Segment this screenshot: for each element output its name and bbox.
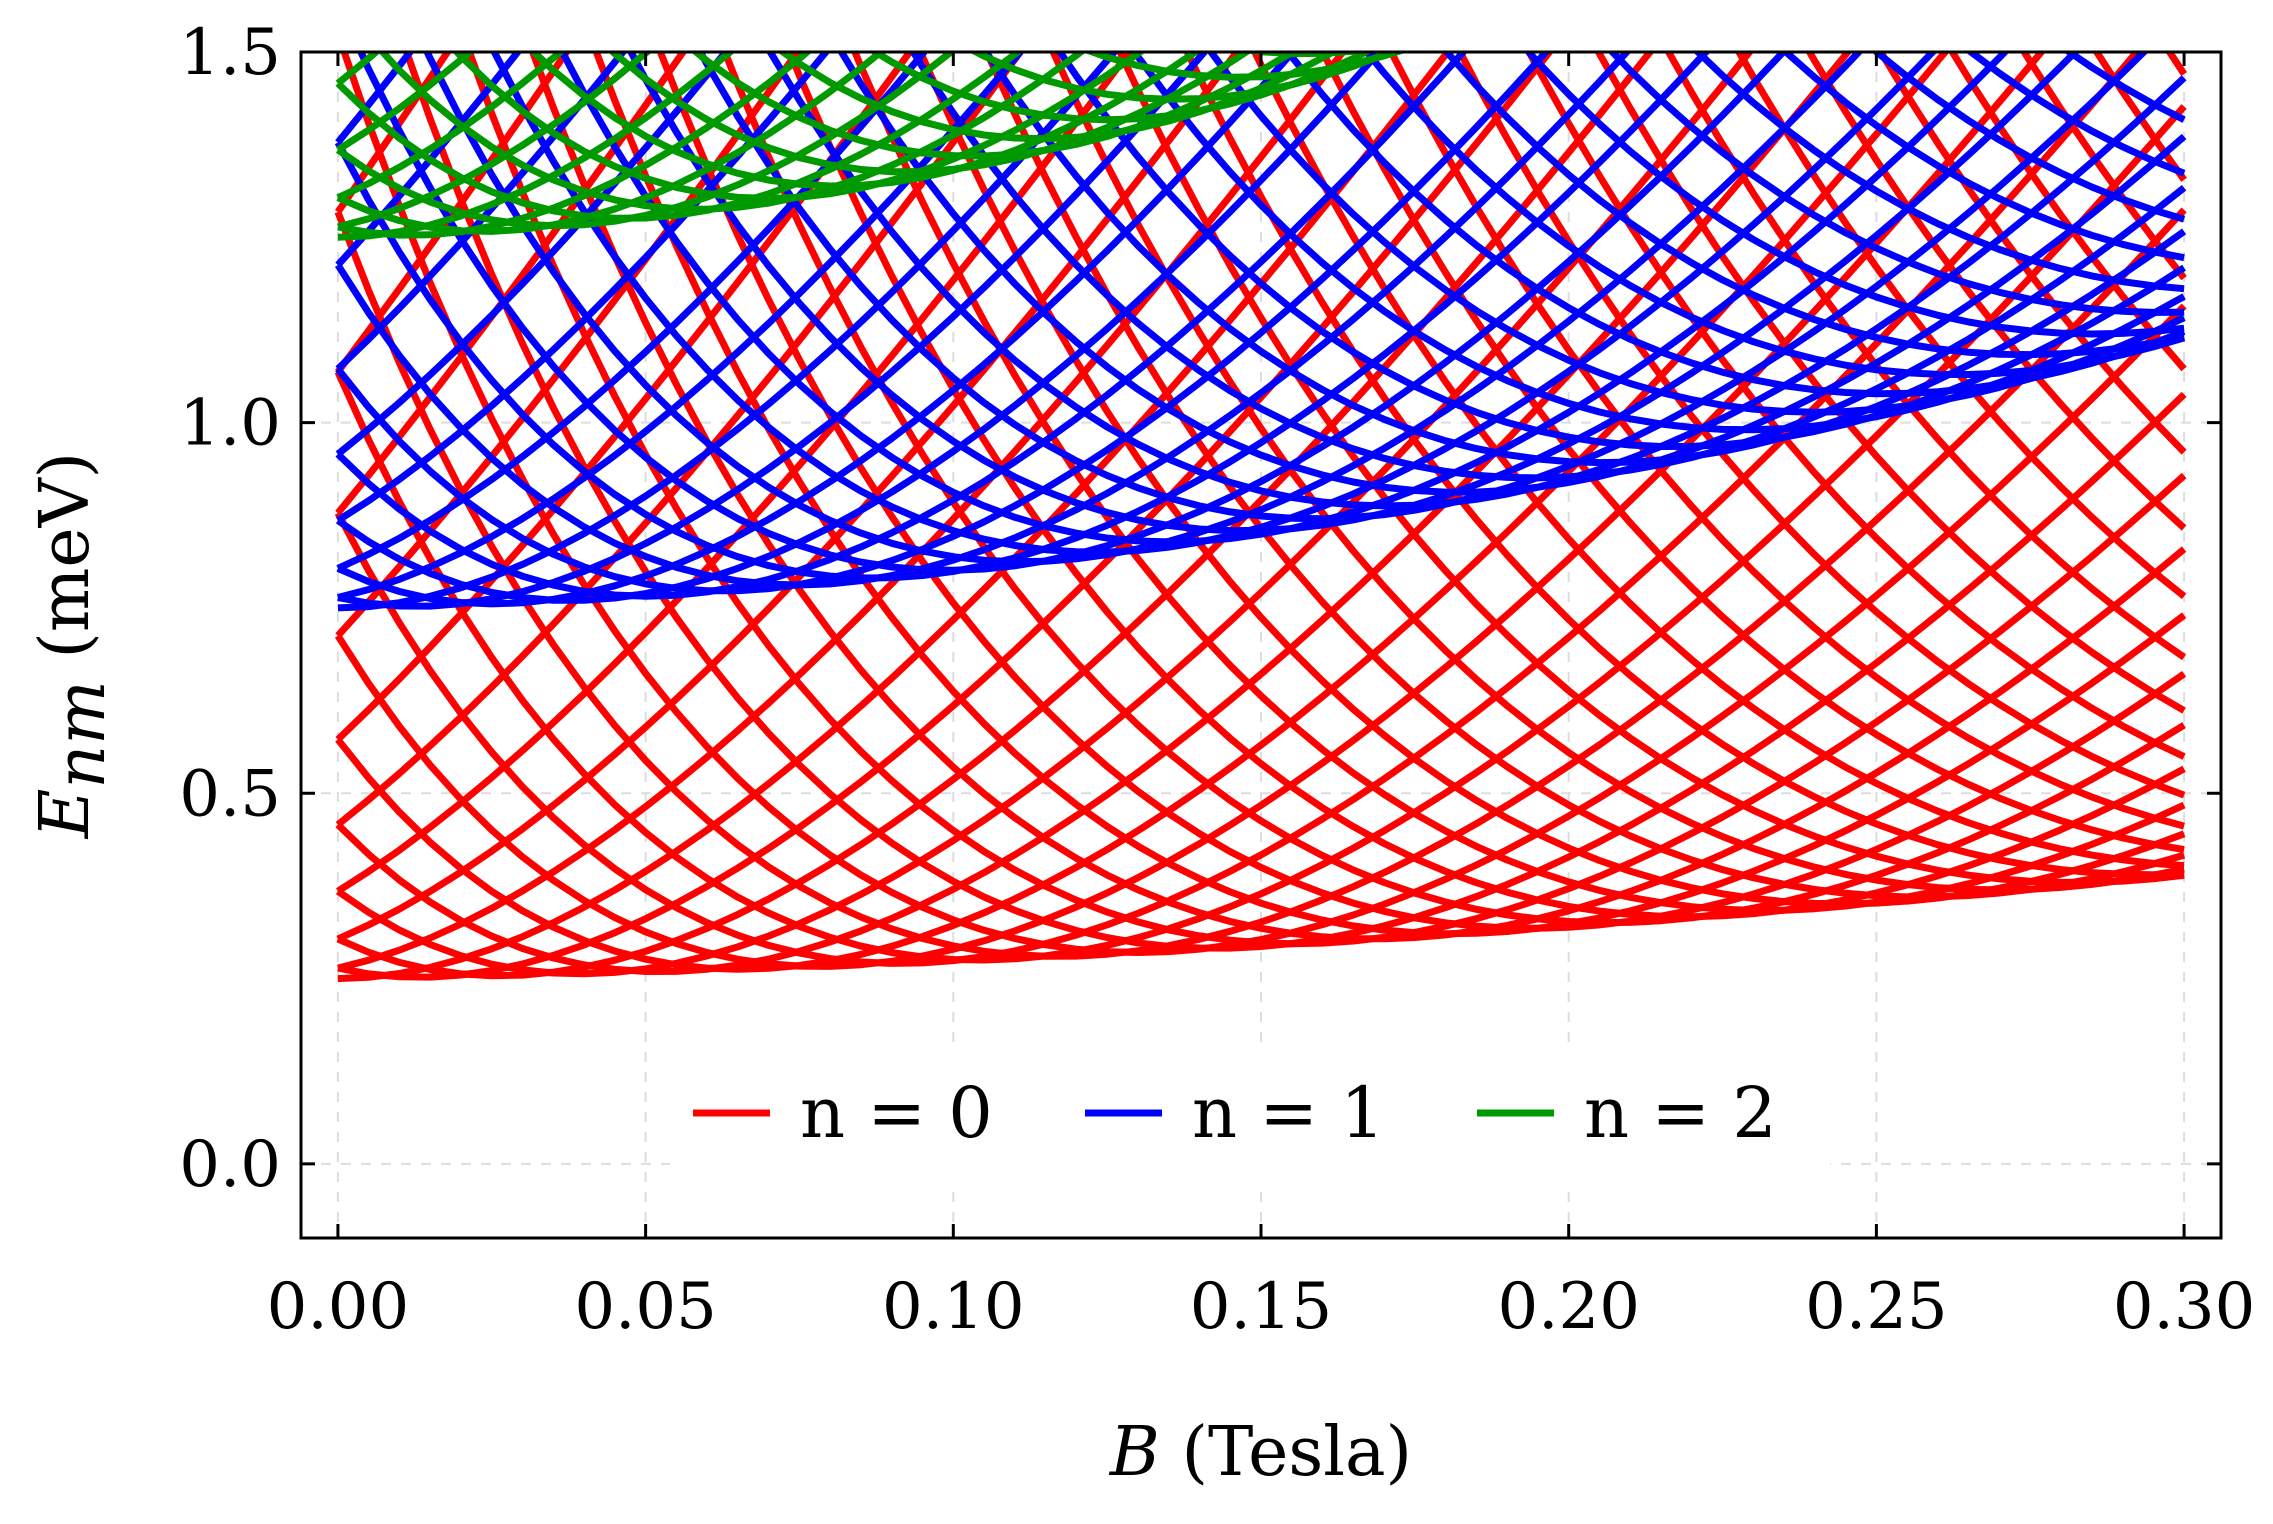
curve-n2-m11 (868, 52, 1374, 124)
x-tick-label: 0.05 (574, 1270, 717, 1344)
curve-n0-m26 (1387, 52, 2186, 830)
curve-n1-m8 (357, 52, 1789, 574)
curve-n1-m-8 (338, 0, 2184, 1)
y-axis-label: Enm (meV) (26, 452, 121, 840)
curve-n1-m24 (1524, 52, 2185, 338)
curve-n1-m13 (696, 52, 2149, 523)
curve-n0-m-1 (337, 52, 1348, 972)
y-axis-unit: (meV) (26, 452, 105, 659)
legend-label-n1: n = 1 (1192, 1072, 1385, 1154)
curve-n1-m25 (1607, 52, 2185, 316)
curve-n0-m19 (916, 52, 2186, 908)
curve-n2-m6 (452, 52, 1146, 202)
curve-n0-m4 (335, 52, 1853, 975)
x-tick-label: 0.00 (267, 1270, 410, 1344)
curve-n1-m6 (334, 52, 1632, 589)
curve-n0-m16 (721, 52, 2186, 927)
x-axis-symbol: B (1108, 1413, 1160, 1492)
curve-n1-m1 (337, 52, 1209, 610)
curve-n0-m6 (334, 52, 2046, 970)
curve-n2-m15 (338, 0, 2184, 29)
x-tick-label: 0.15 (1190, 1270, 1333, 1344)
series-n0 (334, 0, 2188, 983)
series-group (334, 0, 2188, 983)
curve-n1-m19 (1130, 52, 2186, 434)
curve-n0-m5 (335, 52, 1950, 973)
curve-n0-m15 (656, 52, 2187, 932)
curve-n0-m11 (402, 52, 2187, 952)
curve-n0-m28 (1525, 52, 2186, 760)
curve-n2-m9 (690, 52, 1300, 160)
curve-n1-m9 (423, 52, 1864, 566)
curve-n0-m9 (334, 207, 2187, 960)
curve-n0-m27 (1456, 52, 2186, 799)
y-tick-label: 1.0 (179, 387, 281, 461)
x-tick-label: 0.25 (1805, 1270, 1948, 1344)
x-tick-label: 0.10 (882, 1270, 1025, 1344)
y-tick-label: 1.5 (179, 16, 281, 90)
x-axis-label: B (Tesla) (1108, 1413, 1412, 1492)
x-axis-unit: (Tesla) (1182, 1413, 1413, 1492)
axis-ticks: 0.00 0.05 0.10 0.15 0.20 0.25 0.30 0.0 0.5 1.0 1.5 (179, 16, 2255, 1344)
y-tick-label: 0.0 (179, 1128, 281, 1202)
x-tick-label: 0.30 (2113, 1270, 2256, 1344)
curve-n2-m4 (335, 52, 1024, 222)
curve-n2-m0 (337, 52, 736, 241)
series-n2 (335, 0, 2184, 241)
curve-n0-m29 (1594, 52, 2186, 714)
curve-n0-m25 (1318, 52, 2185, 854)
curve-n1-m15 (837, 52, 2187, 496)
curve-n1-m-3 (336, 52, 831, 524)
curve-n2-m5 (377, 52, 1087, 213)
series-n1 (334, 0, 2187, 612)
curve-n1-m7 (334, 52, 1711, 582)
curve-n1-m-1 (337, 52, 1025, 601)
curve-n1-m22 (1362, 52, 2186, 378)
curve-n1-m27 (1780, 52, 2185, 262)
legend-label-n2: n = 2 (1584, 1072, 1777, 1154)
curve-n2-m16 (338, 0, 2184, 2)
curve-n1-m14 (766, 52, 2187, 510)
curve-n1-m26 (1692, 52, 2185, 293)
curve-n1-m4 (335, 52, 1468, 600)
curve-n2-m8 (607, 52, 1253, 176)
curve-n1-m16 (909, 52, 2187, 482)
curve-n1-m-4 (335, 52, 731, 457)
curve-n1-m-2 (336, 52, 929, 572)
curve-n1-m20 (1206, 52, 2186, 416)
legend-label-n0: n = 0 (800, 1072, 993, 1154)
curve-n0-m-4 (335, 52, 1025, 828)
curve-n1-m0 (337, 52, 1119, 612)
curve-n0-m-5 (335, 52, 915, 743)
curve-n0-m32 (1805, 52, 2187, 531)
y-tick-label: 0.5 (179, 757, 281, 831)
curve-n0-m31 (1734, 52, 2187, 600)
curve-n1-m5 (335, 52, 1551, 595)
y-axis-symbol: E (26, 789, 105, 841)
y-axis-subscript: nm (42, 680, 121, 788)
curve-n0-m-7 (335, 52, 688, 516)
curve-n2-m12 (968, 52, 1399, 103)
curve-n0-m13 (528, 52, 2187, 943)
curve-n2-m1 (337, 52, 813, 239)
curve-n0-m-3 (336, 52, 1134, 895)
curve-n1-m23 (1442, 52, 2185, 359)
curve-n0-m21 (1049, 52, 2185, 894)
curve-n0-m22 (1116, 52, 2185, 886)
curve-n0-m-2 (336, 52, 1242, 943)
curve-n2-m2 (336, 52, 887, 235)
curve-n0-m7 (334, 52, 2142, 967)
curve-n0-m-10 (338, 0, 2184, 34)
curve-n0-m23 (1183, 52, 2185, 879)
curve-n1-m21 (1283, 52, 2186, 398)
curve-n2-m7 (528, 52, 1202, 190)
curve-n2-m13 (1081, 52, 1409, 81)
curve-n0-m8 (334, 104, 2187, 964)
curve-n0-m2 (336, 52, 1655, 980)
legend: n = 0 n = 1 n = 2 (670, 1050, 1830, 1190)
x-tick-label: 0.20 (1497, 1270, 1640, 1344)
curve-n2-m14 (1236, 52, 1375, 58)
